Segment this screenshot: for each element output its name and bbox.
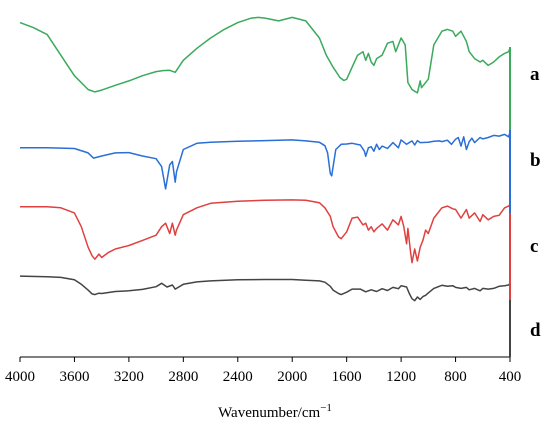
x-tick-label: 3200 xyxy=(114,369,144,385)
spectrum-line-c xyxy=(20,199,511,264)
x-axis-title-main: Wavenumber/cm xyxy=(218,405,320,421)
series-layer xyxy=(19,16,511,302)
x-tick-label: 400 xyxy=(499,369,522,385)
x-tick-label: 4000 xyxy=(5,369,35,385)
series-label-a: a xyxy=(530,64,540,85)
series-label-b: b xyxy=(530,150,541,171)
x-tick-label: 2800 xyxy=(168,369,198,385)
series-label-c: c xyxy=(530,236,538,257)
series-labels: a b c d xyxy=(530,64,541,341)
x-tick-labels: 4000 3600 3200 2800 2400 2000 1600 1200 800 400 xyxy=(5,369,521,385)
spectrum-line-d xyxy=(19,275,511,302)
x-tick-label: 3600 xyxy=(59,369,89,385)
x-tick-label: 1600 xyxy=(332,369,362,385)
x-tick-label: 1200 xyxy=(386,369,416,385)
x-tick-label: 2000 xyxy=(277,369,307,385)
x-axis-title: Wavenumber/cm−1 xyxy=(218,402,332,421)
spectrum-line-a xyxy=(19,16,511,94)
series-label-d: d xyxy=(530,320,541,341)
x-axis-title-superscript: −1 xyxy=(320,402,332,414)
spectrum-line-b xyxy=(20,132,511,190)
x-tick-label: 800 xyxy=(444,369,467,385)
x-tick-label: 2400 xyxy=(223,369,253,385)
x-ticks xyxy=(19,357,511,362)
